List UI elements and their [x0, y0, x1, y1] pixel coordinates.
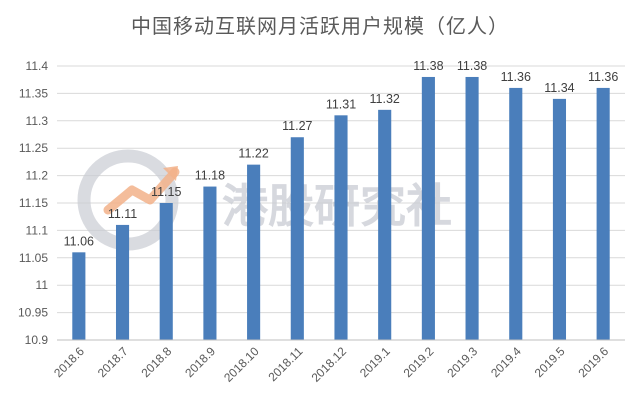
x-tick-label: 2018.8	[138, 344, 174, 380]
data-label: 11.36	[501, 70, 531, 84]
data-label: 11.22	[238, 147, 268, 161]
data-label: 11.31	[326, 97, 356, 111]
data-label: 11.38	[413, 59, 443, 73]
data-label: 11.38	[457, 59, 487, 73]
y-tick-label: 11.35	[19, 86, 48, 100]
bar	[596, 87, 610, 340]
bar	[509, 87, 523, 340]
x-tick-label: 2019.5	[532, 344, 568, 380]
data-label: 11.06	[64, 234, 94, 248]
data-labels: 11.06 11.11 11.15 11.18 11.22 11.27 11.31 11.32…	[64, 59, 619, 248]
bar	[115, 224, 130, 340]
y-tick-label: 11.4	[26, 59, 49, 73]
x-tick-label: 2019.2	[401, 344, 437, 380]
bar	[378, 109, 392, 340]
x-tick-label: 2018.10	[221, 344, 262, 385]
y-tick-label: 11	[36, 278, 49, 292]
data-label: 11.27	[282, 119, 312, 133]
bar	[421, 76, 435, 341]
y-tick-label: 11.1	[26, 223, 49, 237]
bar	[247, 164, 261, 340]
x-tick-label: 2018.11	[265, 344, 305, 384]
data-label: 11.32	[370, 92, 400, 106]
data-label: 11.36	[588, 70, 618, 84]
bar	[72, 252, 86, 340]
y-tick-label: 11.3	[26, 114, 49, 128]
y-tick-label: 10.95	[18, 306, 48, 320]
bars	[72, 76, 610, 341]
data-label: 11.11	[108, 207, 137, 221]
data-label: 11.15	[151, 185, 181, 199]
y-tick-label: 11.25	[19, 141, 48, 155]
y-tick-label: 11.2	[26, 169, 49, 183]
y-tick-label: 11.05	[19, 251, 48, 265]
x-tick-label: 2019.6	[575, 344, 611, 380]
x-tick-label: 2019.4	[488, 344, 524, 380]
x-tick-label: 2019.3	[444, 344, 480, 380]
bar	[334, 115, 348, 340]
x-tick-label: 2018.12	[309, 344, 350, 385]
data-label: 11.34	[544, 81, 574, 95]
x-tick-label: 2018.9	[182, 344, 218, 380]
chart-title: 中国移动互联网月活跃用户规模（亿人）	[131, 14, 509, 38]
bar	[290, 137, 304, 340]
y-tick-label: 10.9	[25, 333, 49, 347]
bar	[552, 98, 567, 340]
y-tick-label: 11.15	[19, 196, 48, 210]
bar	[203, 186, 217, 340]
x-tick-label: 2018.7	[95, 344, 131, 380]
data-label: 11.18	[195, 169, 225, 183]
x-tick-label: 2018.6	[51, 344, 87, 380]
bar	[465, 76, 479, 341]
x-tick-label: 2019.1	[357, 344, 393, 380]
bar	[159, 203, 173, 340]
